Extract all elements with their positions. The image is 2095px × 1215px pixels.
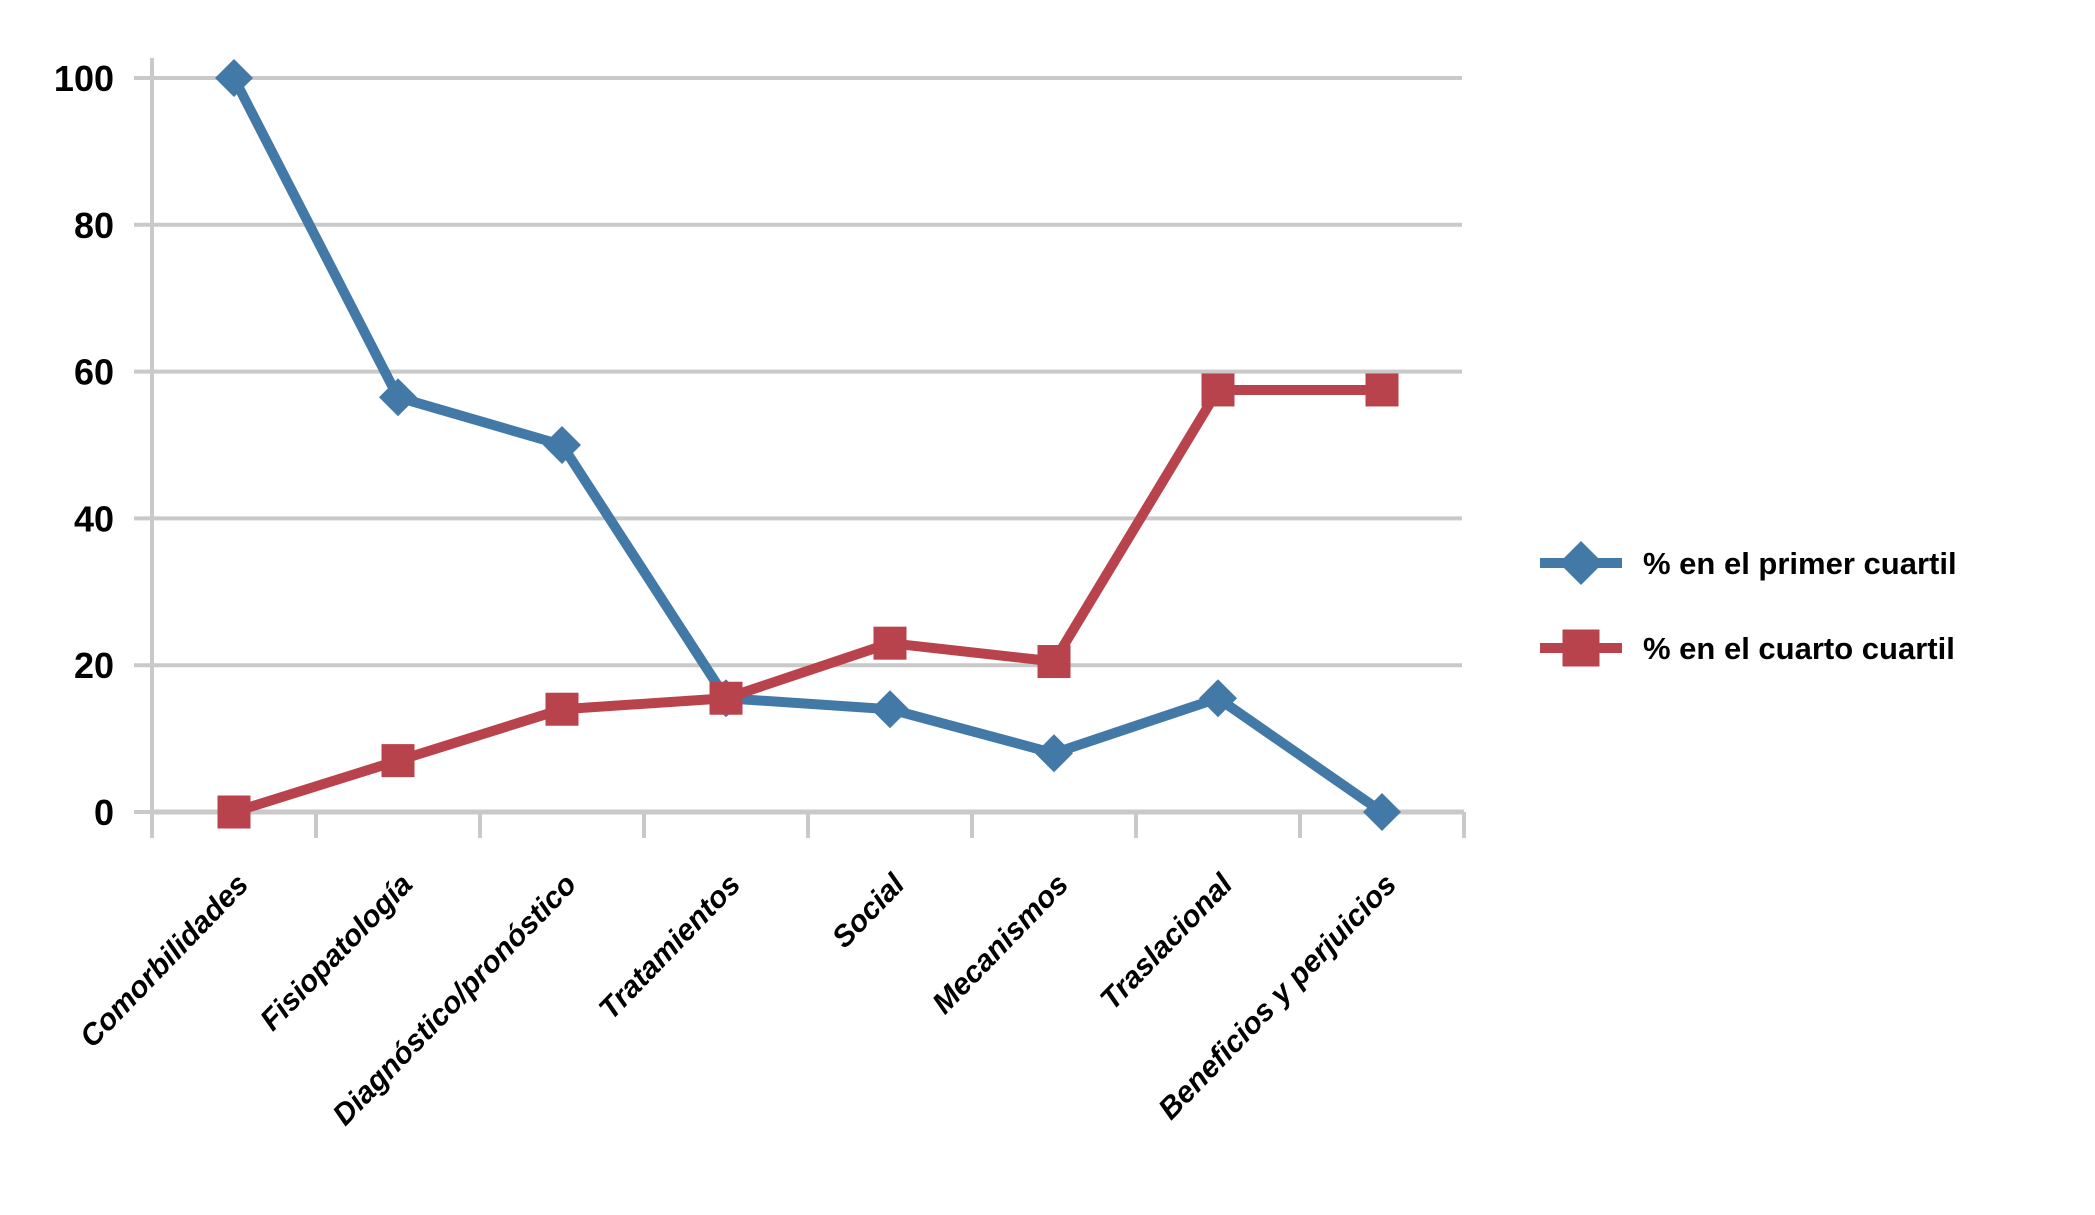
series-cuarto-cuartil [217,373,1399,829]
y-tick-label: 20 [74,645,114,686]
data-point-diamond [1199,679,1237,718]
data-point-diamond [1363,793,1401,831]
data-point-square [1365,373,1399,407]
data-point-diamond [1035,734,1073,773]
legend-label: % en el cuarto cuartil [1643,631,1955,666]
legend-item: % en el primer cuartil [1540,541,1957,585]
y-tick-label: 60 [74,352,114,393]
legend-item: % en el cuarto cuartil [1540,629,1955,667]
legend-label: % en el primer cuartil [1643,546,1957,581]
data-point-square [545,692,579,726]
data-point-square [217,795,251,829]
data-point-square [873,626,907,660]
x-category-label: Comorbilidades [74,868,255,1054]
data-point-square [1201,373,1235,407]
series-line [229,75,1385,817]
data-point-diamond [379,378,417,417]
legend-square-icon [1562,629,1600,667]
y-tick-label: 80 [74,205,114,246]
data-point-square [381,744,415,778]
y-tick-label: 100 [54,58,114,99]
x-category-label: Traslacional [1094,867,1239,1016]
data-point-diamond [215,59,253,97]
series-line [232,384,1382,817]
y-tick-label: 0 [94,792,114,833]
data-point-diamond [871,690,909,729]
x-category-label: Mecanismos [926,868,1075,1020]
x-category-label: Fisiopatología [254,868,419,1037]
data-point-diamond [543,426,581,464]
legend: % en el primer cuartil % en el cuarto cua… [1540,541,1957,667]
x-category-label: Tratamientos [593,868,747,1026]
data-point-square [709,681,743,715]
y-tick-label: 40 [74,498,114,539]
data-point-square [1037,645,1071,679]
series-primer-cuartil [215,59,1401,831]
x-category-label: Social [826,867,912,954]
legend-diamond-icon [1559,541,1603,585]
